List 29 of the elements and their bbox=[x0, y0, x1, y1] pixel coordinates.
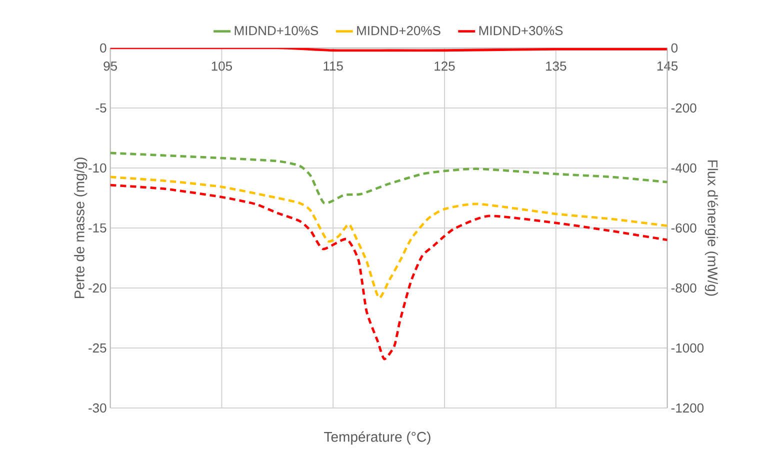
line-series bbox=[110, 184, 668, 360]
y2-tick-label: -1000 bbox=[671, 343, 704, 353]
y-tick-label: -5 bbox=[96, 103, 106, 113]
y2-tick-label: 0 bbox=[671, 43, 678, 53]
x-tick-label: 125 bbox=[434, 62, 455, 71]
y-tick-label: -30 bbox=[88, 403, 106, 413]
line-series bbox=[110, 176, 668, 300]
x-tick-label: 135 bbox=[546, 62, 566, 71]
y2-tick-label: -1200 bbox=[671, 403, 704, 413]
y2-tick-label: -800 bbox=[671, 283, 696, 293]
y-tick-label: -15 bbox=[88, 223, 106, 233]
y2-tick-label: -200 bbox=[671, 103, 696, 113]
legend-label: MIDND+20%S bbox=[357, 26, 440, 36]
y2-axis-title: Flux d'énergie (mW/g) bbox=[704, 160, 718, 296]
x-tick-label: 115 bbox=[324, 62, 343, 71]
y-axis-title: Perte de masse (mg/g) bbox=[74, 158, 88, 298]
y2-tick-label: -600 bbox=[671, 223, 696, 233]
legend-label: MIDND+30%S bbox=[479, 26, 563, 36]
x-tick-label: 105 bbox=[212, 62, 232, 71]
y-tick-label: -20 bbox=[88, 283, 106, 293]
y-tick-label: -25 bbox=[88, 343, 106, 353]
x-axis-title: Température (°C) bbox=[324, 431, 430, 445]
x-tick-label: 95 bbox=[104, 62, 117, 71]
y2-tick-label: -400 bbox=[671, 163, 696, 173]
y-tick-label: -10 bbox=[88, 163, 106, 173]
x-tick-label: 145 bbox=[657, 62, 678, 71]
y-tick-label: 0 bbox=[100, 43, 106, 53]
legend-label: MIDND+10%S bbox=[234, 26, 318, 36]
line-series bbox=[110, 152, 668, 204]
